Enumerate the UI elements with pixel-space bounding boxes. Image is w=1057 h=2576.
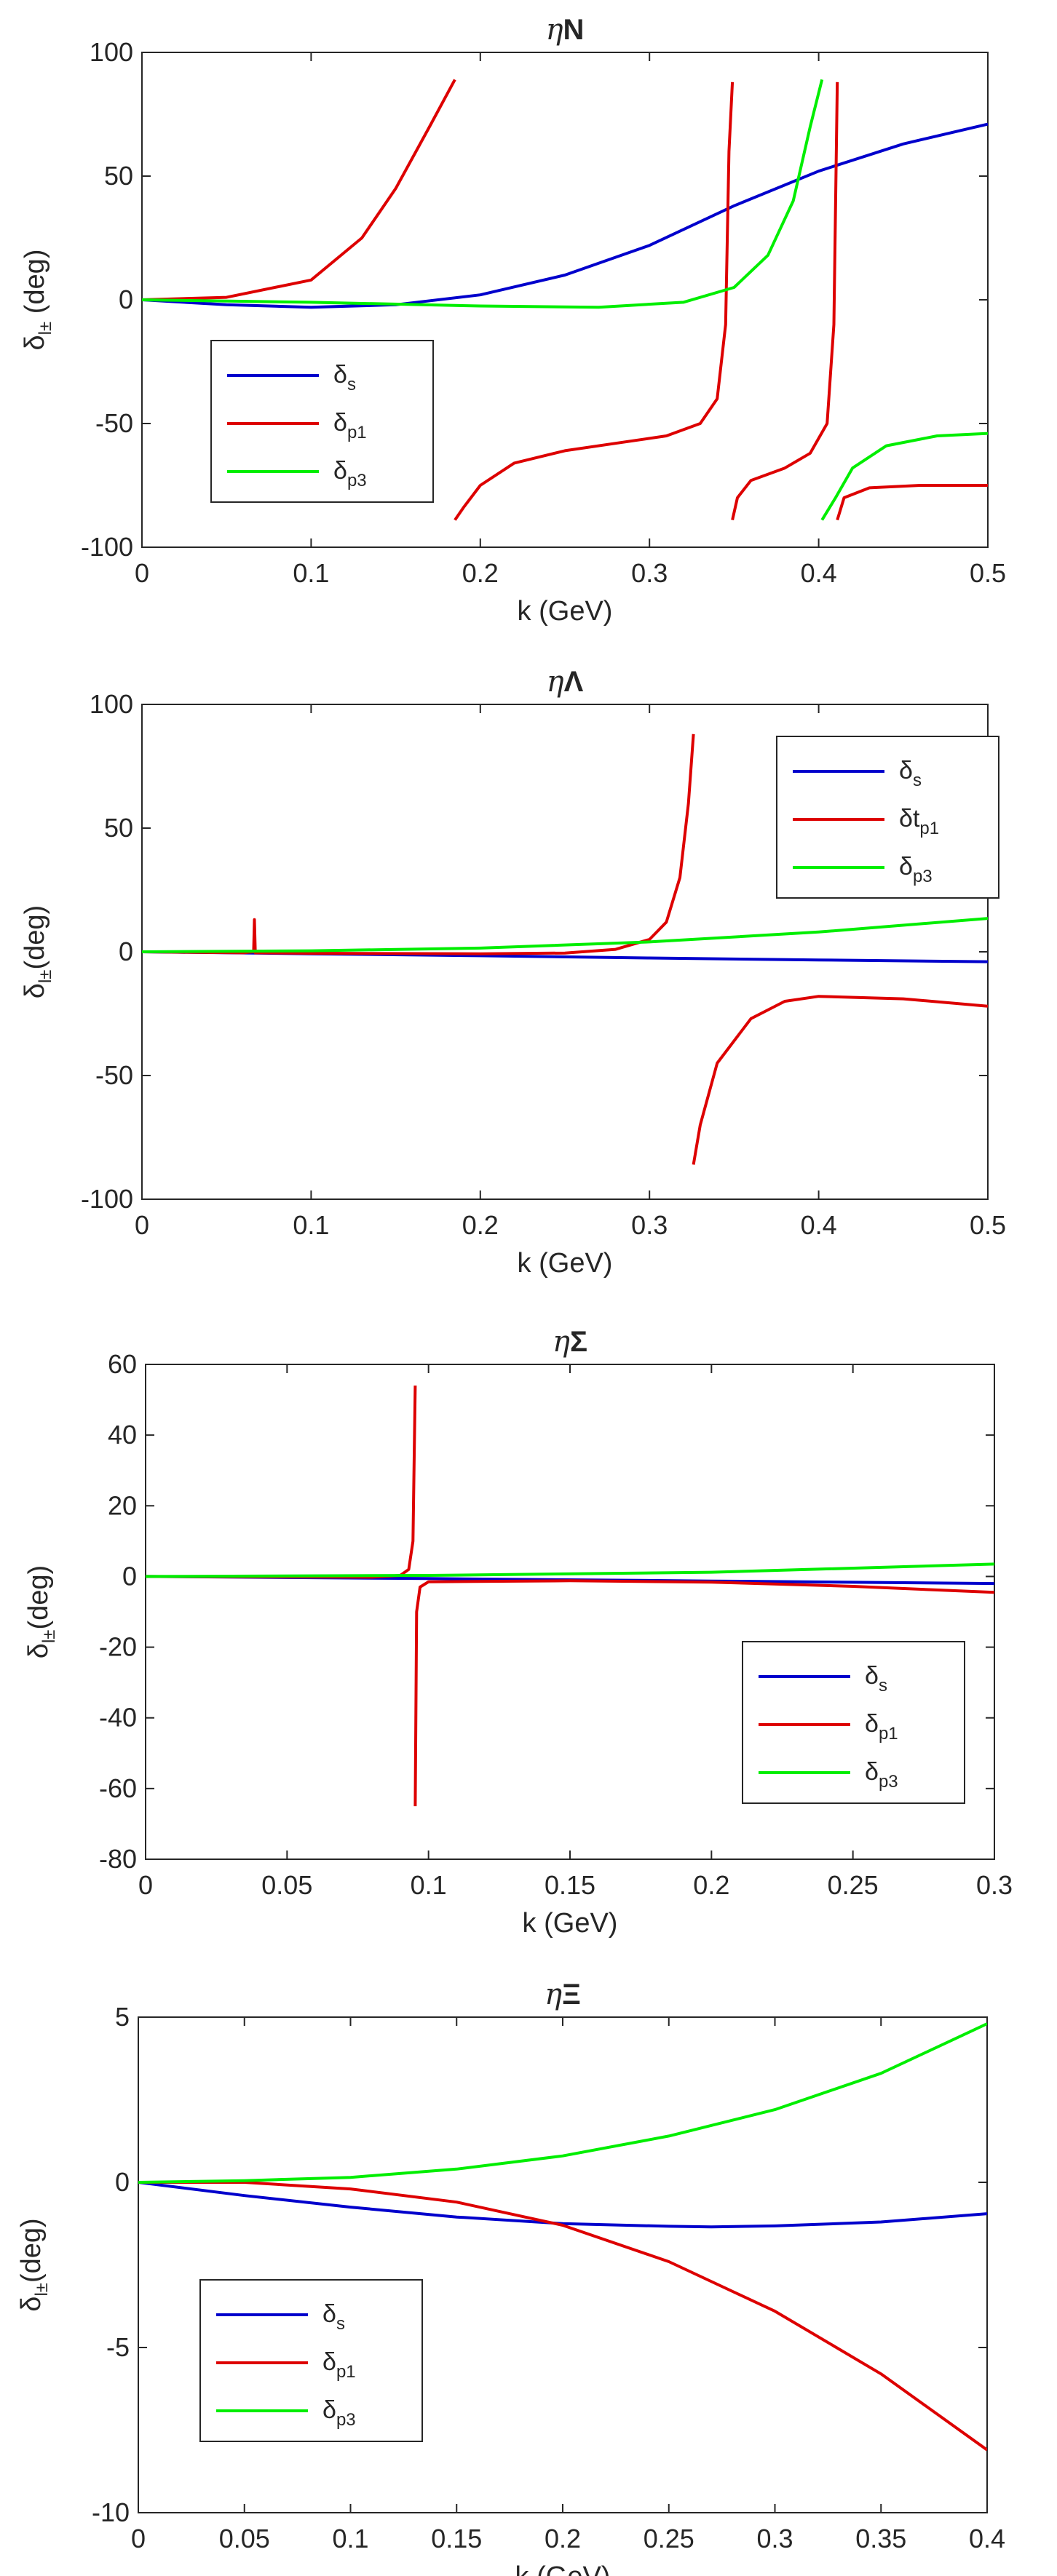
x-tick-label: 0.2 bbox=[462, 1210, 499, 1240]
y-tick-label: 60 bbox=[108, 1349, 137, 1379]
series-line-p1 bbox=[142, 734, 988, 1165]
chart-title: ηΣ bbox=[553, 1325, 587, 1359]
chart-title: ηΛ bbox=[547, 665, 584, 699]
y-tick-label: -50 bbox=[95, 1060, 133, 1090]
y-tick-label: -50 bbox=[95, 408, 133, 438]
y-axis-label: δl±(deg) bbox=[20, 905, 55, 998]
x-tick-label: 0.15 bbox=[431, 2524, 482, 2553]
chart-panel-1: ηN 0 0.1 0.2 0.3 0.4 0.5 -100 -50 0 50 100 k (GeV) δl… bbox=[20, 13, 1006, 627]
x-tick-label: 0.3 bbox=[631, 558, 668, 588]
y-tick-label: -80 bbox=[99, 1844, 137, 1874]
x-tick-label: 0 bbox=[138, 1870, 153, 1900]
chart-panel-4: ηΞ 0 0.05 0.1 0.15 0.2 0.25 0.3 0.35 0.4 -10 -5 0 5 k … bbox=[16, 1978, 1005, 2576]
legend-label: δp3 bbox=[865, 1758, 898, 1792]
legend-label: δs bbox=[899, 757, 922, 790]
x-tick-label: 0.2 bbox=[462, 558, 499, 588]
x-tick-label: 0.25 bbox=[828, 1870, 879, 1900]
legend-label: δs bbox=[322, 2300, 345, 2334]
y-tick-label: -40 bbox=[99, 1703, 137, 1733]
x-axis-label: k (GeV) bbox=[515, 2561, 611, 2576]
series-group bbox=[146, 1386, 994, 1807]
chart-title: ηN bbox=[546, 13, 585, 47]
legend-box bbox=[210, 340, 434, 503]
x-tick-label: 0.1 bbox=[293, 1210, 329, 1240]
y-tick-label: 0 bbox=[115, 2167, 130, 2197]
y-tick-label: -100 bbox=[81, 532, 133, 562]
series-group bbox=[138, 2022, 987, 2452]
x-tick-label: 0 bbox=[135, 1210, 149, 1240]
x-tick-label: 0.05 bbox=[261, 1870, 312, 1900]
y-tick-label: -100 bbox=[81, 1184, 133, 1214]
series-line-p3 bbox=[138, 2022, 987, 2184]
x-tick-label: 0.25 bbox=[644, 2524, 694, 2553]
x-tick-label: 0.35 bbox=[855, 2524, 906, 2553]
x-tick-label: 0.3 bbox=[976, 1870, 1013, 1900]
y-tick-label: 0 bbox=[122, 1561, 137, 1591]
legend-label: δs bbox=[865, 1662, 887, 1696]
y-tick-label: 5 bbox=[115, 2002, 130, 2032]
x-tick-label: 0.3 bbox=[756, 2524, 793, 2553]
series-group bbox=[142, 734, 988, 1165]
x-tick-label: 0.1 bbox=[332, 2524, 368, 2553]
y-tick-label: 40 bbox=[108, 1420, 137, 1450]
chart-panel-2: ηΛ 0 0.1 0.2 0.3 0.4 0.5 -100 -50 0 50 100 k (GeV) δl… bbox=[20, 665, 1006, 1279]
y-tick-label: 0 bbox=[119, 285, 133, 314]
x-tick-label: 0.5 bbox=[970, 1210, 1006, 1240]
x-tick-label: 0.4 bbox=[801, 558, 837, 588]
series-group bbox=[142, 79, 988, 521]
x-axis-label: k (GeV) bbox=[518, 596, 613, 627]
y-axis-label: δl±(deg) bbox=[16, 2218, 52, 2311]
x-tick-label: 0.4 bbox=[969, 2524, 1005, 2553]
x-tick-label: 0.4 bbox=[801, 1210, 837, 1240]
y-axis-label: δl±(deg) bbox=[23, 1565, 59, 1658]
legend-box bbox=[776, 736, 999, 899]
x-tick-label: 0.5 bbox=[970, 558, 1006, 588]
y-tick-label: 100 bbox=[90, 37, 133, 67]
legend-label: δp1 bbox=[322, 2348, 356, 2382]
series-line-s bbox=[142, 122, 988, 309]
series-line-p3 bbox=[142, 79, 988, 521]
legend-label: δp3 bbox=[899, 853, 933, 886]
legend-label: δp1 bbox=[333, 409, 367, 442]
series-line-p1 bbox=[138, 2181, 987, 2452]
x-tick-label: 0.15 bbox=[545, 1870, 595, 1900]
x-axis-label: k (GeV) bbox=[518, 1248, 613, 1279]
y-tick-label: 100 bbox=[90, 689, 133, 719]
y-axis-label: δl± (deg) bbox=[20, 250, 55, 351]
legend-label: δp3 bbox=[322, 2396, 356, 2430]
chart-panel-3: ηΣ 0 0.05 0.1 0.15 0.2 0.25 0.3 -80 -60 -40 -20 0 20 4… bbox=[23, 1325, 1013, 1939]
y-tick-label: -5 bbox=[106, 2332, 130, 2362]
series-line-p3 bbox=[146, 1562, 994, 1578]
y-tick-label: 20 bbox=[108, 1490, 137, 1520]
y-tick-label: -10 bbox=[92, 2497, 130, 2527]
x-tick-label: 0.1 bbox=[293, 558, 329, 588]
y-tick-label: -20 bbox=[99, 1632, 137, 1662]
x-tick-label: 0.1 bbox=[411, 1870, 447, 1900]
legend-box bbox=[742, 1641, 965, 1804]
series-line-p3 bbox=[142, 917, 988, 953]
y-tick-label: 0 bbox=[119, 937, 133, 966]
x-tick-label: 0 bbox=[135, 558, 149, 588]
legend-box bbox=[199, 2279, 423, 2442]
y-tick-label: -60 bbox=[99, 1773, 137, 1803]
y-tick-label: 50 bbox=[104, 161, 133, 191]
x-tick-label: 0 bbox=[131, 2524, 146, 2553]
y-tick-label: 50 bbox=[104, 813, 133, 843]
legend-label: δtp1 bbox=[899, 805, 939, 838]
x-tick-label: 0.05 bbox=[219, 2524, 270, 2553]
series-line-p1 bbox=[142, 79, 988, 521]
chart-title: ηΞ bbox=[545, 1978, 581, 2011]
legend-label: δs bbox=[333, 361, 356, 394]
x-tick-label: 0.2 bbox=[545, 2524, 581, 2553]
x-axis-label: k (GeV) bbox=[523, 1908, 618, 1939]
series-line-s bbox=[138, 2181, 987, 2229]
legend-label: δp1 bbox=[865, 1710, 898, 1744]
x-tick-label: 0.3 bbox=[631, 1210, 668, 1240]
x-tick-label: 0.2 bbox=[693, 1870, 729, 1900]
legend-label: δp3 bbox=[333, 457, 367, 490]
